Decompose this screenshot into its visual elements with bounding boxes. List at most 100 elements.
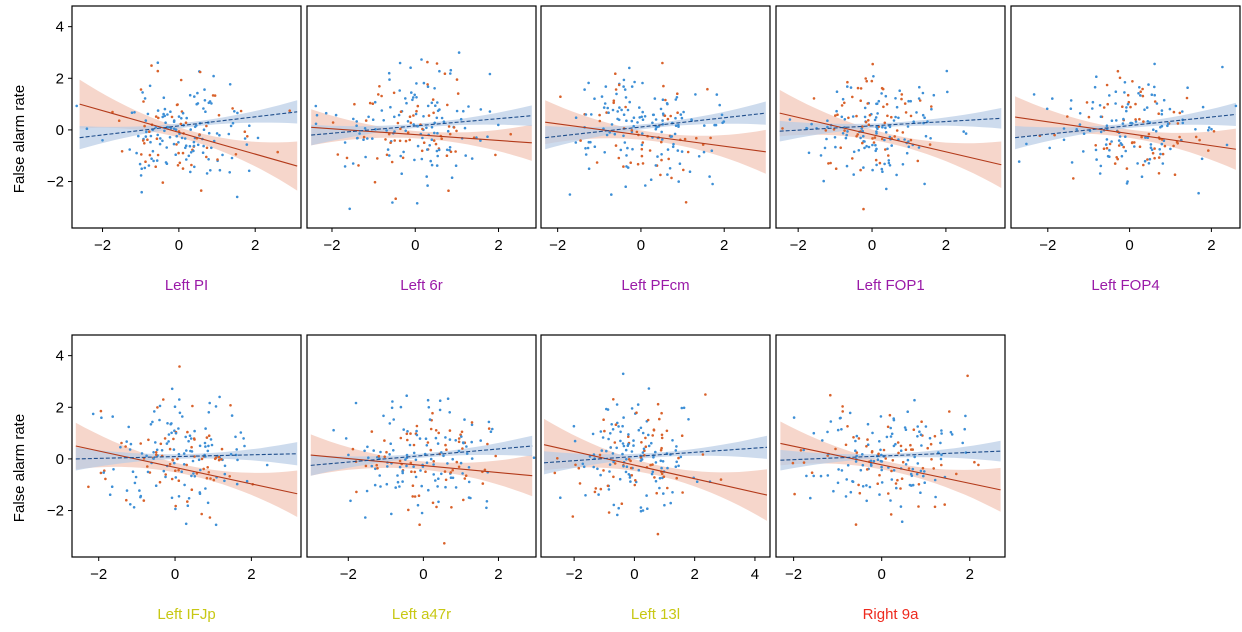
red-point bbox=[865, 79, 868, 83]
blue-point bbox=[170, 431, 173, 435]
blue-point bbox=[619, 148, 623, 152]
blue-point bbox=[849, 86, 853, 89]
blue-point bbox=[464, 154, 468, 157]
blue-point bbox=[819, 474, 823, 478]
blue-point bbox=[633, 80, 636, 84]
red-point bbox=[675, 476, 678, 480]
blue-point bbox=[389, 105, 392, 109]
x-tick-label: −2 bbox=[94, 237, 111, 254]
red-point bbox=[656, 532, 660, 536]
blue-point bbox=[1140, 175, 1144, 178]
blue-point bbox=[448, 438, 452, 441]
red-point bbox=[170, 477, 174, 481]
blue-point bbox=[618, 106, 621, 109]
blue-point bbox=[332, 428, 335, 432]
red-fit-line bbox=[543, 444, 768, 496]
blue-point bbox=[660, 130, 663, 134]
red-point bbox=[220, 447, 224, 451]
blue-point bbox=[574, 141, 578, 144]
blue-point bbox=[1153, 85, 1156, 89]
blue-point bbox=[415, 429, 418, 433]
red-point bbox=[791, 461, 795, 465]
red-point bbox=[886, 114, 889, 118]
blue-point bbox=[1181, 121, 1185, 125]
blue-point bbox=[1143, 159, 1147, 163]
blue-point bbox=[173, 461, 176, 465]
red-point bbox=[904, 448, 908, 452]
blue-point bbox=[127, 425, 130, 429]
blue-point bbox=[438, 108, 441, 111]
red-point bbox=[593, 490, 597, 494]
x-tick-label: −2 bbox=[566, 566, 583, 583]
blue-point bbox=[374, 467, 377, 471]
red-point bbox=[99, 409, 103, 413]
red-point bbox=[385, 153, 389, 157]
blue-point bbox=[189, 128, 192, 131]
blue-point bbox=[165, 146, 168, 149]
blue-point bbox=[234, 435, 237, 439]
blue-point bbox=[671, 145, 675, 149]
red-point bbox=[857, 483, 860, 487]
red-point bbox=[410, 470, 413, 474]
blue-point bbox=[315, 113, 319, 117]
blue-point bbox=[135, 151, 138, 155]
red-point bbox=[426, 83, 429, 86]
blue-point bbox=[879, 415, 883, 418]
red-point bbox=[948, 410, 951, 413]
blue-point bbox=[1197, 191, 1200, 195]
red-point bbox=[444, 478, 448, 482]
blue-point bbox=[892, 444, 896, 448]
blue-point bbox=[463, 126, 467, 130]
blue-point bbox=[156, 109, 160, 112]
red-point bbox=[200, 457, 204, 461]
red-point bbox=[640, 441, 643, 444]
blue-point bbox=[177, 495, 181, 498]
blue-point bbox=[399, 405, 403, 409]
blue-point bbox=[218, 133, 221, 137]
blue-point bbox=[235, 482, 239, 486]
red-point bbox=[434, 142, 438, 146]
red-point bbox=[431, 98, 435, 101]
blue-point bbox=[915, 472, 919, 476]
red-point bbox=[802, 461, 806, 464]
blue-point bbox=[672, 142, 675, 146]
red-point bbox=[614, 88, 618, 91]
panel-frame bbox=[540, 5, 771, 229]
blue-point bbox=[138, 162, 142, 166]
blue-point bbox=[432, 463, 435, 466]
blue-point bbox=[154, 126, 157, 129]
blue-point bbox=[600, 449, 604, 452]
blue-point bbox=[624, 185, 627, 188]
red-point bbox=[161, 181, 165, 184]
blue-point bbox=[880, 167, 884, 171]
blue-point bbox=[438, 69, 441, 73]
blue-point bbox=[1186, 86, 1189, 89]
red-point bbox=[456, 92, 460, 95]
red-point bbox=[659, 448, 663, 452]
blue-point bbox=[718, 103, 721, 107]
blue-point bbox=[334, 113, 338, 117]
red-point bbox=[117, 119, 121, 122]
blue-point bbox=[421, 136, 424, 140]
blue-point bbox=[470, 157, 474, 160]
blue-point bbox=[629, 480, 632, 483]
blue-point bbox=[625, 154, 628, 157]
red-point bbox=[810, 471, 814, 475]
red-point bbox=[662, 475, 666, 479]
blue-point bbox=[656, 155, 659, 158]
panel-frame bbox=[71, 334, 302, 558]
red-point bbox=[413, 470, 417, 474]
blue-point bbox=[668, 167, 672, 170]
blue-point bbox=[448, 146, 452, 149]
red-point bbox=[58, 441, 61, 444]
red-point bbox=[447, 125, 451, 128]
red-point bbox=[246, 135, 249, 138]
blue-point bbox=[661, 460, 665, 463]
blue-point bbox=[366, 137, 369, 140]
blue-point bbox=[198, 444, 202, 448]
blue-point bbox=[405, 101, 408, 105]
blue-point bbox=[807, 151, 811, 155]
blue-point bbox=[899, 449, 903, 453]
red-point bbox=[556, 457, 559, 460]
